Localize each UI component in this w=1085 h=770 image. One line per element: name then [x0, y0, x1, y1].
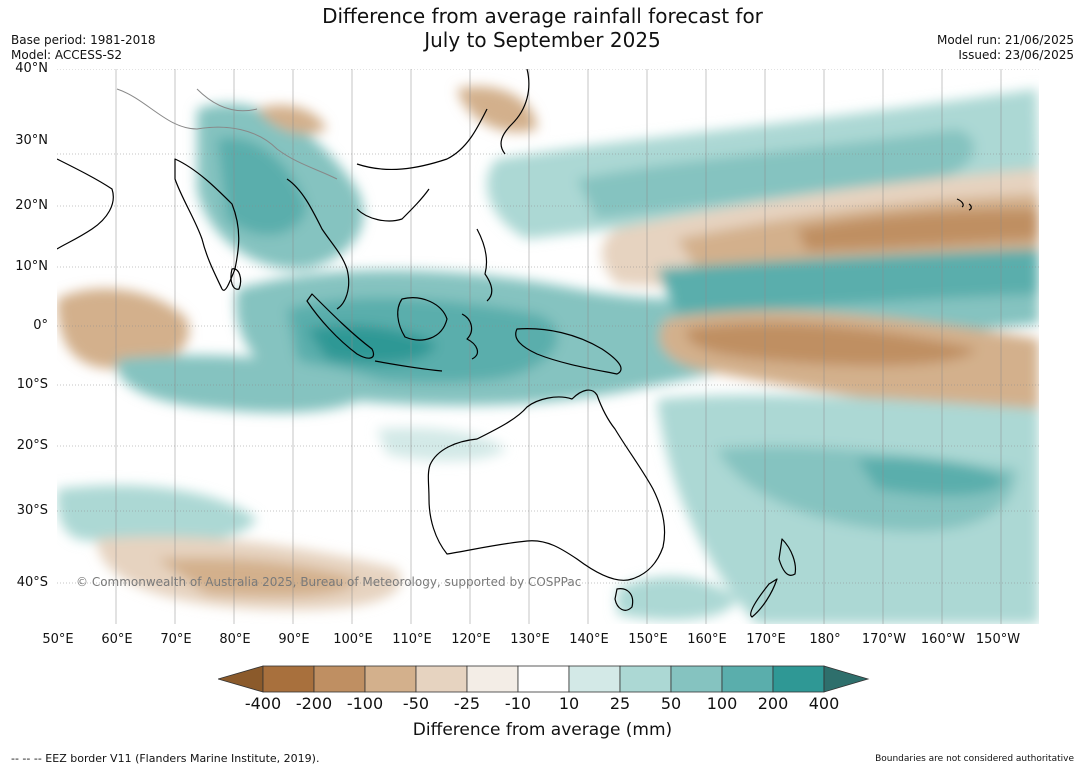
coastlines	[57, 69, 972, 618]
colorbar-tick: -200	[295, 694, 333, 713]
lon-label-170w: 170°W	[861, 632, 907, 647]
lat-label-30s: 30°S	[16, 503, 48, 518]
copyright-notice: © Commonwealth of Australia 2025, Bureau…	[76, 575, 582, 589]
lon-label-160e: 160°E	[687, 632, 727, 647]
boundary-disclaimer: Boundaries are not considered authoritat…	[875, 754, 1074, 764]
philippines-coast	[476, 228, 493, 302]
colorbar-tick: -100	[346, 694, 384, 713]
issued-date: Issued: 23/06/2025	[958, 48, 1074, 62]
model-info: Base period: 1981-2018 Model: ACCESS-S2	[11, 33, 156, 63]
colorbar-tick: -400	[244, 694, 282, 713]
colorbar-tick: 50	[660, 694, 682, 713]
colorbar-tick: 25	[609, 694, 631, 713]
lon-label-170e: 170°E	[746, 632, 786, 647]
title-line-2: July to September 2025	[424, 28, 661, 52]
tasmania-coast	[614, 588, 634, 611]
lon-label-110e: 110°E	[392, 632, 432, 647]
lat-label-40s: 40°S	[16, 575, 48, 590]
new-guinea-coast	[515, 328, 622, 375]
map-canvas	[57, 69, 1039, 624]
title-line-1: Difference from average rainfall forecas…	[322, 4, 763, 28]
sumatra-coast	[306, 293, 375, 359]
colorbar-tick: 200	[757, 694, 789, 713]
country-borders	[116, 88, 338, 180]
lon-label-180: 180°	[809, 632, 841, 647]
lat-label-40n: 40°N	[15, 61, 48, 76]
rainfall-map	[57, 69, 1039, 624]
colorbar-tick: 400	[808, 694, 840, 713]
base-period: Base period: 1981-2018	[11, 33, 156, 47]
colorbar-tick: -50	[402, 694, 430, 713]
colorbar-high-arrow	[823, 665, 870, 693]
colorbar-swatch-2	[313, 665, 366, 693]
east-asia-coast	[356, 69, 530, 171]
colorbar-tick: -25	[453, 694, 481, 713]
lon-label-90e: 90°E	[278, 632, 310, 647]
colorbar-swatch-6	[517, 665, 570, 693]
borneo-coast	[397, 297, 448, 341]
lat-label-30n: 30°N	[15, 133, 48, 148]
model-name: Model: ACCESS-S2	[11, 48, 123, 62]
lon-label-150w: 150°W	[975, 632, 1021, 647]
model-run-date: Model run: 21/06/2025	[936, 33, 1074, 47]
new-zealand-coast	[750, 538, 797, 618]
colorbar-swatch-7	[568, 665, 621, 693]
sulawesi-coast	[461, 313, 479, 360]
se-asia-coast	[286, 178, 430, 310]
colorbar-swatch-1	[262, 665, 315, 693]
chart-title: Difference from average rainfall forecas…	[0, 4, 1085, 52]
run-info: Model run: 21/06/2025 Issued: 23/06/2025	[937, 33, 1074, 63]
lon-label-60e: 60°E	[101, 632, 133, 647]
lon-label-80e: 80°E	[219, 632, 251, 647]
lon-label-150e: 150°E	[628, 632, 668, 647]
colorbar-tick: -10	[504, 694, 532, 713]
colorbar-low-arrow	[216, 665, 264, 693]
lon-label-120e: 120°E	[451, 632, 491, 647]
lon-label-140e: 140°E	[569, 632, 609, 647]
lon-label-50e: 50°E	[42, 632, 74, 647]
lon-label-160w: 160°W	[920, 632, 966, 647]
colorbar-swatch-3	[364, 665, 417, 693]
colorbar-swatch-9	[670, 665, 723, 693]
arabia-coast	[57, 158, 114, 250]
lat-label-10n: 10°N	[15, 259, 48, 274]
colorbar-title: Difference from average (mm)	[412, 720, 673, 740]
colorbar-tick: 10	[558, 694, 580, 713]
lat-label-20n: 20°N	[15, 198, 48, 213]
lon-gridlines	[115, 69, 1002, 624]
colorbar-tick: 100	[706, 694, 738, 713]
lon-label-100e: 100°E	[333, 632, 373, 647]
java-coast	[374, 360, 443, 372]
colorbar-svg	[216, 665, 870, 693]
lat-label-20s: 20°S	[16, 438, 48, 453]
colorbar-swatch-5	[466, 665, 519, 693]
colorbar-swatch-8	[619, 665, 672, 693]
colorbar	[216, 665, 870, 699]
lat-label-equator: 0°	[33, 318, 48, 333]
colorbar-swatch-10	[721, 665, 774, 693]
eez-border-note: -- -- -- EEZ border V11 (Flanders Marine…	[11, 752, 320, 765]
lon-label-130e: 130°E	[510, 632, 550, 647]
lat-label-10s: 10°S	[16, 377, 48, 392]
australia-coast	[427, 389, 666, 581]
colorbar-swatch-4	[415, 665, 468, 693]
india-coast	[174, 158, 240, 291]
sri-lanka-coast	[230, 268, 242, 290]
lon-label-70e: 70°E	[160, 632, 192, 647]
pacific-islands-coast	[956, 198, 972, 211]
colorbar-swatch-11	[772, 665, 825, 693]
